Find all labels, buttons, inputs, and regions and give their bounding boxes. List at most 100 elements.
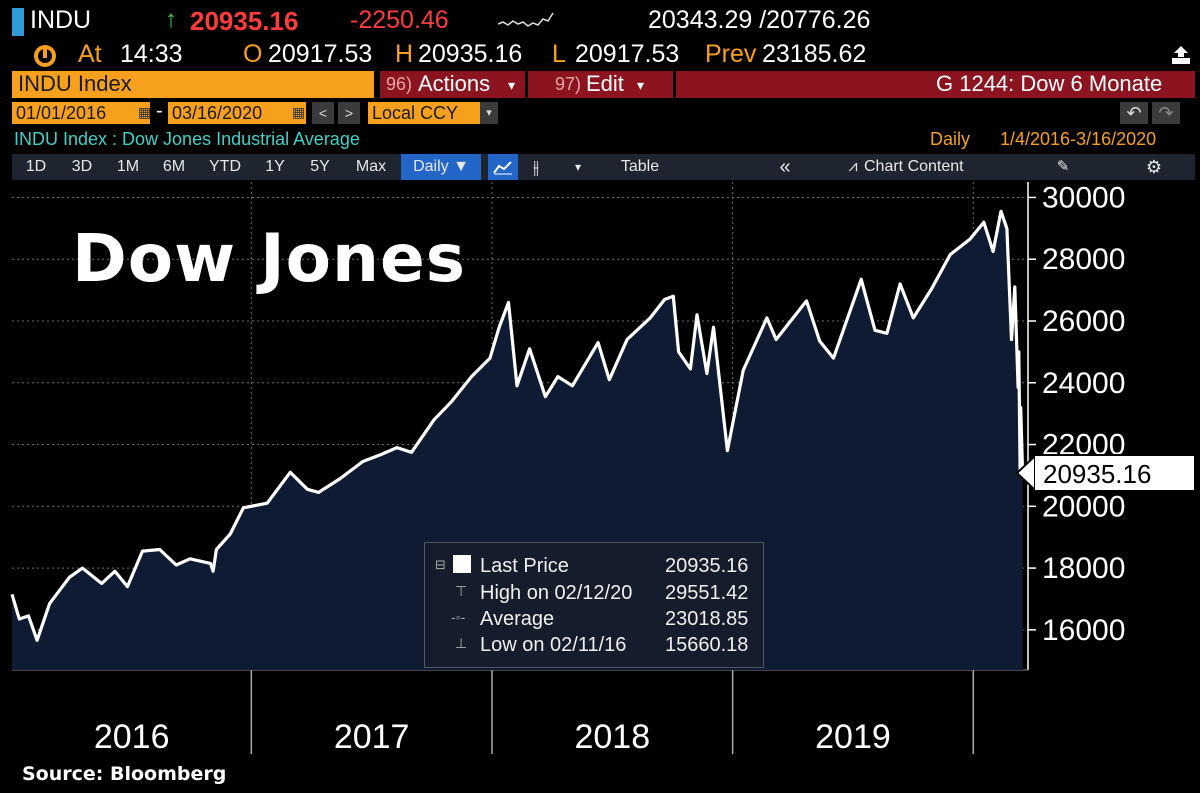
up-arrow-icon: ↑ xyxy=(165,6,177,33)
open-value: 20917.53 xyxy=(268,40,373,68)
legend-label: Last Price xyxy=(480,555,569,577)
candlestick-icon[interactable]: ⫲ xyxy=(533,157,539,177)
edit-dropdown-icon: ▾ xyxy=(637,77,645,93)
period-ytd-button[interactable]: YTD xyxy=(209,158,241,175)
quote-time: 14:33 xyxy=(120,40,183,68)
chart-title: Dow Jones xyxy=(72,220,467,297)
low-label: L xyxy=(552,40,566,68)
start-date-field[interactable]: 01/01/2016 xyxy=(12,102,150,124)
security-description: INDU Index : Dow Jones Industrial Averag… xyxy=(14,129,360,149)
calendar-icon[interactable]: ▦ xyxy=(292,104,306,120)
price-line xyxy=(10,209,1025,642)
high-marker-icon: ⊤ xyxy=(455,583,468,599)
y-tick-label: 20000 xyxy=(1042,490,1125,523)
y-tick-label: 28000 xyxy=(1042,243,1125,276)
end-date: 03/16/2020 xyxy=(172,103,263,123)
period-1m-button[interactable]: 1M xyxy=(116,158,140,175)
legend[interactable]: ⊟ Last Price 20935.16 ⊤ High on 02/12/20… xyxy=(424,542,764,668)
y-tick-label: 26000 xyxy=(1042,305,1125,338)
last-price-tag: 20935.16 xyxy=(1033,454,1196,492)
line-chart-icon[interactable] xyxy=(488,154,518,180)
bid-ask: 20343.29 /20776.26 xyxy=(648,6,871,34)
annotate-icon[interactable]: ✎ xyxy=(1056,158,1070,175)
period-max-button[interactable]: Max xyxy=(355,158,387,175)
calendar-icon[interactable]: ▦ xyxy=(138,104,152,120)
actions-number: 96) xyxy=(386,74,413,94)
gear-icon[interactable]: ⚙ xyxy=(1145,157,1163,177)
legend-value: 15660.18 xyxy=(665,634,749,656)
currency-value: Local CCY xyxy=(372,103,459,123)
high-label: H xyxy=(395,40,414,68)
quote-row: At 14:33 O 20917.53 H 20935.16 L 20917.5… xyxy=(0,40,1200,70)
edit-menu[interactable] xyxy=(528,71,673,98)
edit-number: 97) xyxy=(555,74,582,94)
legend-label: High on 02/12/20 xyxy=(480,582,633,604)
period-label: 1/4/2016-3/16/2020 xyxy=(1000,129,1157,149)
legend-value: 20935.16 xyxy=(665,555,749,577)
ticker-row: INDU ↑ 20935.16 -2250.46 20343.29 /20776… xyxy=(0,0,1200,40)
chart-content-button[interactable]: Chart Content xyxy=(864,158,964,175)
y-tick-label: 18000 xyxy=(1042,552,1125,585)
graph-title-bar xyxy=(676,71,1195,98)
frequency-label: Daily xyxy=(930,129,971,149)
price-chart[interactable]: 1600018000200002200024000260002800030000… xyxy=(0,182,1200,764)
actions-dropdown-icon: ▾ xyxy=(508,77,516,93)
sparkline-icon xyxy=(498,12,554,27)
last-price-tag-value: 20935.16 xyxy=(1043,459,1152,489)
x-tick-label: 2019 xyxy=(815,718,891,756)
average-marker-icon: -◦- xyxy=(451,609,466,625)
chart-type-dropdown-icon[interactable]: ▾ xyxy=(574,160,582,174)
period-6m-button[interactable]: 6M xyxy=(162,158,186,175)
x-tick-label: 2017 xyxy=(334,718,410,756)
legend-collapse-icon[interactable]: ⊟ xyxy=(435,557,446,572)
prev-period-button[interactable]: < xyxy=(312,102,334,124)
x-tick-label: 2016 xyxy=(94,718,170,756)
command-bar xyxy=(0,71,1200,98)
chart-toolbar xyxy=(12,154,1195,180)
export-icon[interactable] xyxy=(1170,44,1192,66)
actions-menu[interactable] xyxy=(380,71,525,98)
collapse-icon[interactable]: « xyxy=(779,156,791,178)
redo-button[interactable]: ↷ xyxy=(1152,102,1180,124)
frequency-dropdown[interactable]: Daily ▼ xyxy=(401,154,481,180)
undo-button[interactable]: ↶ xyxy=(1120,102,1148,124)
start-date: 01/01/2016 xyxy=(16,103,107,123)
chevron-down-icon[interactable]: ▾ xyxy=(480,102,498,124)
next-period-button[interactable]: > xyxy=(338,102,360,124)
at-label: At xyxy=(78,40,102,68)
legend-label: Low on 02/11/16 xyxy=(480,634,627,656)
legend-label: Average xyxy=(480,608,555,630)
period-1y-button[interactable]: 1Y xyxy=(265,158,285,175)
ticker-symbol[interactable]: INDU xyxy=(30,6,92,34)
chart-content-icon[interactable]: ⩘ xyxy=(848,158,858,175)
security-field[interactable] xyxy=(12,71,374,98)
edit-label: Edit xyxy=(586,71,624,96)
y-tick-label: 16000 xyxy=(1042,614,1125,647)
prev-value: 23185.62 xyxy=(762,40,867,68)
period-3d-button[interactable]: 3D xyxy=(71,158,93,175)
high-value: 20935.16 xyxy=(418,40,523,68)
y-tick-label: 24000 xyxy=(1042,367,1125,400)
end-date-field[interactable]: 03/16/2020 xyxy=(168,102,306,124)
x-tick-label: 2018 xyxy=(574,718,650,756)
table-button[interactable]: Table xyxy=(620,158,660,175)
legend-value: 29551.42 xyxy=(665,582,749,604)
period-1d-button[interactable]: 1D xyxy=(25,158,47,175)
currency-select[interactable]: Local CCY xyxy=(368,102,498,124)
realtime-gauge-icon[interactable] xyxy=(32,43,58,69)
actions-label: Actions xyxy=(418,71,491,96)
low-value: 20917.53 xyxy=(575,40,680,68)
last-price-pointer xyxy=(1015,454,1035,492)
net-change: -2250.46 xyxy=(350,6,449,34)
period-5y-button[interactable]: 5Y xyxy=(310,158,330,175)
security-name: INDU Index xyxy=(18,71,132,96)
graph-title: G 1244: Dow 6 Monate xyxy=(936,71,1163,96)
ticker-flag xyxy=(12,8,24,36)
legend-value: 23018.85 xyxy=(665,608,749,630)
date-separator: - xyxy=(156,100,163,122)
low-marker-icon: ⊥ xyxy=(455,635,468,651)
source-note: Source: Bloomberg xyxy=(22,763,227,785)
y-tick-label: 30000 xyxy=(1042,182,1125,214)
legend-swatch xyxy=(453,555,471,573)
last-price: 20935.16 xyxy=(190,6,299,36)
